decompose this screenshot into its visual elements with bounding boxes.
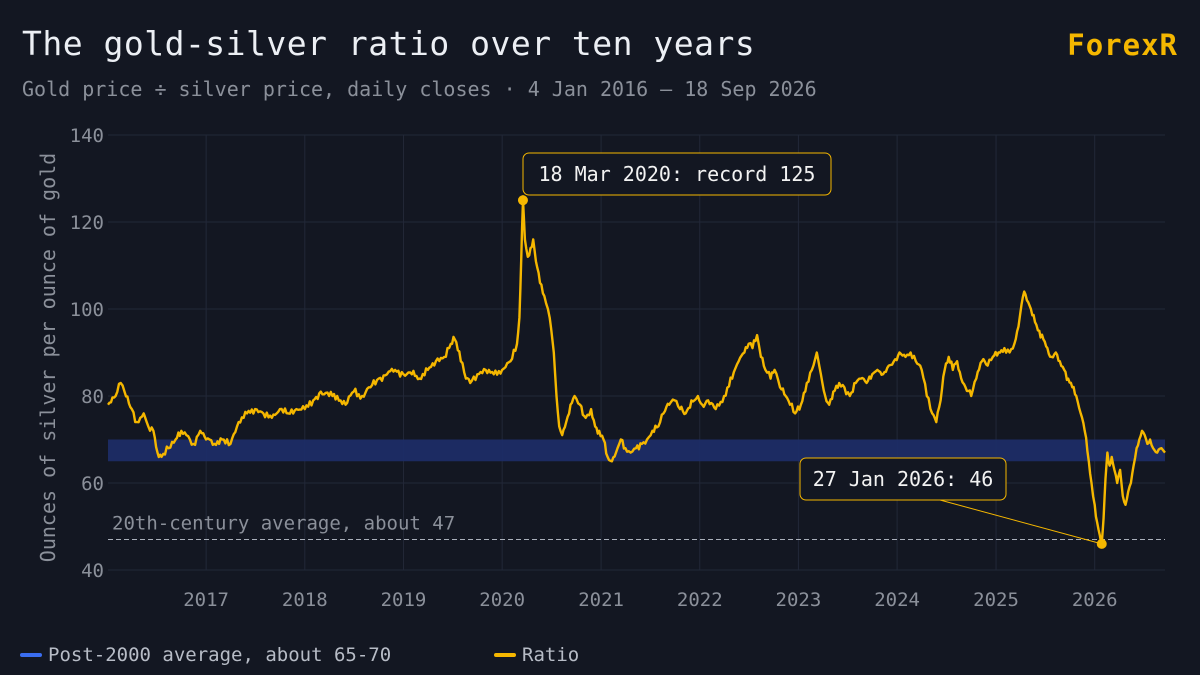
x-tick-label: 2024: [874, 589, 920, 611]
legend-swatch-band: [20, 653, 42, 657]
brand-logo: ForexR: [1067, 28, 1178, 62]
annotation-layer: 18 Mar 2020: record 125 27 Jan 2026: 46: [517, 152, 1107, 549]
legend-item-ratio: Ratio: [494, 644, 579, 666]
x-tick-label: 2020: [479, 589, 525, 611]
annotation-point: [517, 195, 528, 206]
x-tick-label: 2019: [381, 589, 427, 611]
x-tick-label: 2021: [578, 589, 624, 611]
annotation-box: [522, 152, 832, 196]
annotation-label: 18 Mar 2020: record 125: [539, 162, 816, 186]
y-tick-label: 120: [70, 212, 104, 234]
annotation-box: [799, 457, 1007, 501]
annotation-label: 27 Jan 2026: 46: [813, 467, 994, 491]
chart-subtitle: Gold price ÷ silver price, daily closes …: [22, 77, 817, 101]
x-tick-label: 2026: [1072, 589, 1118, 611]
series-layer: [107, 199, 1166, 546]
annotation-point: [1096, 538, 1107, 549]
legend-label-ratio: Ratio: [522, 644, 580, 666]
y-tick-label: 100: [70, 299, 104, 321]
axis-layer: 40 60 80 100 120 140 2017 2018 2019 2020 2021 2022 2…: [36, 125, 1118, 611]
x-tick-label: 2025: [973, 589, 1019, 611]
annotation-leader: [939, 499, 1102, 545]
chart-title: The gold-silver ratio over ten years: [22, 24, 756, 63]
century-average-label: 20th-century average, about 47: [112, 513, 455, 535]
reference-layer: 20th-century average, about 47: [108, 513, 1165, 541]
y-tick-label: 60: [81, 473, 104, 495]
legend-swatch-ratio: [494, 653, 516, 657]
x-tick-label: 2017: [183, 589, 229, 611]
band-layer: [108, 439, 1165, 462]
y-tick-label: 140: [70, 125, 104, 147]
x-tick-label: 2023: [776, 589, 822, 611]
post-2000-average-band: [108, 439, 1165, 462]
y-axis-title: Ounces of silver per ounce of gold: [36, 153, 60, 562]
y-tick-label: 40: [81, 560, 104, 582]
y-tick-label: 80: [81, 386, 104, 408]
ratio-chart: 20th-century average, about 47 18 Mar 20…: [36, 125, 1166, 611]
x-tick-label: 2018: [282, 589, 328, 611]
legend-label-band: Post-2000 average, about 65-70: [48, 644, 392, 666]
legend-item-band: Post-2000 average, about 65-70: [20, 644, 391, 666]
x-tick-label: 2022: [677, 589, 723, 611]
ratio-line: [107, 199, 1166, 546]
